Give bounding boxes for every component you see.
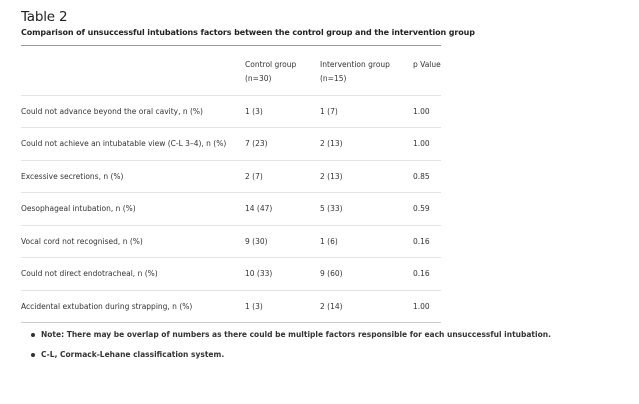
caption-divider xyxy=(21,45,441,46)
table-header-row: Control group (n=30) Intervention group … xyxy=(21,46,441,96)
row-intervention-cell: 2 (13) xyxy=(320,127,413,161)
footnote-item: C-L, Cormack-Lehane classification syste… xyxy=(31,348,551,368)
row-p-value-cell: 1.00 xyxy=(413,290,441,323)
row-control-cell: 2 (7) xyxy=(245,160,320,193)
row-intervention-cell: 9 (60) xyxy=(320,257,413,291)
column-header-line1: Control group xyxy=(245,60,297,69)
row-p-value-cell: 0.16 xyxy=(413,257,441,291)
row-p-value-cell: 0.16 xyxy=(413,225,441,258)
column-header-line2: (n=15) xyxy=(320,74,347,83)
bullet-icon xyxy=(31,333,35,337)
row-factor-cell: Could not achieve an intubatable view (C… xyxy=(21,127,245,161)
row-control-cell: 14 (47) xyxy=(245,192,320,226)
table-title: Table 2 xyxy=(21,9,68,25)
bullet-icon xyxy=(31,353,35,357)
row-control-cell: 9 (30) xyxy=(245,225,320,258)
table-row: Excessive secretions, n (%) 2 (7) 2 (13)… xyxy=(21,160,441,193)
row-control-cell: 10 (33) xyxy=(245,257,320,291)
row-intervention-cell: 1 (6) xyxy=(320,225,413,258)
table-row: Could not achieve an intubatable view (C… xyxy=(21,127,441,161)
data-table: Control group (n=30) Intervention group … xyxy=(21,46,441,323)
column-header-factor xyxy=(21,46,245,96)
table-row: Oesophageal intubation, n (%) 14 (47) 5 … xyxy=(21,192,441,226)
row-p-value-cell: 1.00 xyxy=(413,95,441,128)
row-factor-cell: Could not direct endotracheal, n (%) xyxy=(21,257,245,291)
row-intervention-cell: 2 (14) xyxy=(320,290,413,323)
table-row: Vocal cord not recognised, n (%) 9 (30) … xyxy=(21,225,441,258)
column-header-intervention: Intervention group (n=15) xyxy=(320,46,413,96)
column-header-line2: (n=30) xyxy=(245,74,272,83)
table-row: Could not advance beyond the oral cavity… xyxy=(21,95,441,128)
row-p-value-cell: 0.59 xyxy=(413,192,441,226)
footnote-text: C-L, Cormack-Lehane classification syste… xyxy=(41,350,225,359)
column-header-line1: p Value xyxy=(413,60,441,69)
table-caption: Comparison of unsuccessful intubations f… xyxy=(21,28,475,37)
row-factor-cell: Could not advance beyond the oral cavity… xyxy=(21,95,245,128)
footnote-item: Note: There may be overlap of numbers as… xyxy=(31,328,551,348)
row-p-value-cell: 1.00 xyxy=(413,127,441,161)
column-header-line1: Intervention group xyxy=(320,60,390,69)
row-control-cell: 1 (3) xyxy=(245,95,320,128)
table-footnotes: Note: There may be overlap of numbers as… xyxy=(31,328,551,368)
table-row: Accidental extubation during strapping, … xyxy=(21,290,441,323)
row-p-value-cell: 0.85 xyxy=(413,160,441,193)
footnote-text: Note: There may be overlap of numbers as… xyxy=(41,330,551,339)
table-row: Could not direct endotracheal, n (%) 10 … xyxy=(21,257,441,291)
column-header-control: Control group (n=30) xyxy=(245,46,320,96)
column-header-p-value: p Value xyxy=(413,46,441,96)
row-intervention-cell: 1 (7) xyxy=(320,95,413,128)
row-intervention-cell: 2 (13) xyxy=(320,160,413,193)
row-control-cell: 1 (3) xyxy=(245,290,320,323)
row-factor-cell: Accidental extubation during strapping, … xyxy=(21,290,245,323)
row-factor-cell: Oesophageal intubation, n (%) xyxy=(21,192,245,226)
row-factor-cell: Excessive secretions, n (%) xyxy=(21,160,245,193)
row-intervention-cell: 5 (33) xyxy=(320,192,413,226)
row-factor-cell: Vocal cord not recognised, n (%) xyxy=(21,225,245,258)
row-control-cell: 7 (23) xyxy=(245,127,320,161)
